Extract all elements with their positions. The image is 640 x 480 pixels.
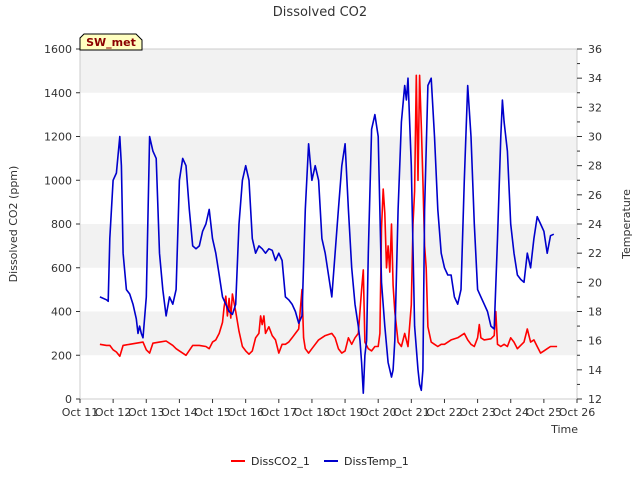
x-tick-label: Oct 24: [492, 406, 529, 419]
legend-label-temp: DissTemp_1: [344, 455, 409, 468]
right-tick-label: 30: [588, 131, 602, 144]
left-tick-label: 1400: [44, 87, 72, 100]
x-tick-label: Oct 18: [294, 406, 331, 419]
station-tag-box: [79, 33, 143, 51]
grid-band: [80, 136, 577, 181]
right-tick-label: 26: [588, 189, 602, 202]
x-tick-label: Oct 14: [161, 406, 198, 419]
series-line-DissCO2_1: [99, 74, 558, 358]
right-tick-label: 12: [588, 393, 602, 406]
right-tick-label: 36: [588, 43, 602, 56]
x-tick-label: Oct 17: [261, 406, 298, 419]
x-tick-label: Oct 19: [327, 406, 364, 419]
right-tick-label: 18: [588, 306, 602, 319]
x-tick-label: Oct 21: [393, 406, 430, 419]
left-tick-label: 200: [51, 349, 72, 362]
right-tick-label: 20: [588, 276, 602, 289]
right-tick-label: 22: [588, 247, 602, 260]
x-tick-label: Oct 25: [526, 406, 563, 419]
right-tick-label: 14: [588, 364, 602, 377]
grid-band: [80, 224, 577, 268]
left-tick-label: 1000: [44, 174, 72, 187]
left-tick-label: 1200: [44, 131, 72, 144]
right-tick-label: 32: [588, 101, 602, 114]
series-line-DissTemp_1: [99, 77, 555, 395]
plot-series: [99, 74, 558, 395]
grid-band: [80, 311, 577, 356]
right-tick-label: 34: [588, 72, 602, 85]
legend: DissCO2_1 DissTemp_1: [231, 455, 409, 468]
x-tick-label: Oct 16: [227, 406, 264, 419]
y-axis-label-left: Dissolved CO2 (ppm): [7, 166, 20, 283]
right-tick-label: 24: [588, 218, 602, 231]
station-tag-label: SW_met: [86, 36, 136, 49]
right-tick-label: 16: [588, 335, 602, 348]
y-axis-label-right: Temperature: [620, 189, 633, 260]
x-tick-label: Oct 22: [426, 406, 463, 419]
x-tick-label: Oct 20: [360, 406, 397, 419]
right-tick-label: 28: [588, 160, 602, 173]
grid-band: [80, 49, 577, 93]
x-tick-label: Oct 23: [459, 406, 496, 419]
left-axis-ticks: 0 200 400 600 800 1000 1200 1400 1600: [44, 43, 80, 406]
grid-bands: [80, 49, 577, 356]
legend-label-co2: DissCO2_1: [251, 455, 310, 468]
x-tick-label: Oct 26: [559, 406, 596, 419]
station-tag: SW_met: [79, 33, 143, 51]
right-axis-ticks: 12 14 16 18 20 22 24 26 28 30 32 34 36: [577, 43, 602, 406]
x-tick-label: Oct 13: [128, 406, 165, 419]
left-tick-label: 600: [51, 262, 72, 275]
x-tick-label: Oct 12: [95, 406, 132, 419]
x-tick-label: Oct 15: [194, 406, 231, 419]
left-tick-label: 0: [65, 393, 72, 406]
x-axis-label: Time: [550, 423, 578, 436]
left-tick-label: 800: [51, 218, 72, 231]
x-tick-label: Oct 11: [62, 406, 99, 419]
left-tick-label: 1600: [44, 43, 72, 56]
left-tick-label: 400: [51, 306, 72, 319]
chart-title: Dissolved CO2: [273, 5, 367, 20]
